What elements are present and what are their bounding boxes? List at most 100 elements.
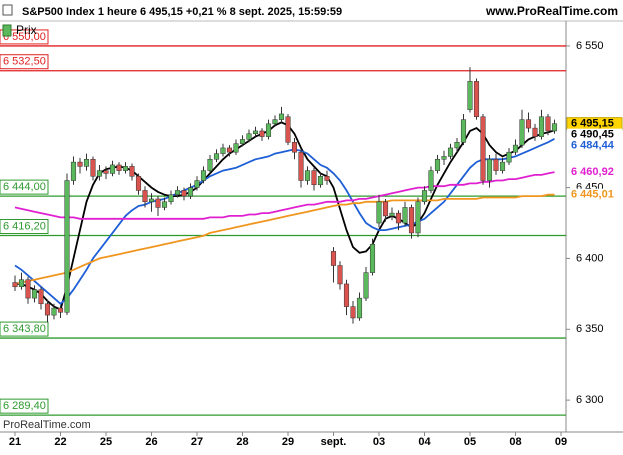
candle-body bbox=[506, 151, 512, 163]
moving-average bbox=[14, 193, 555, 285]
candle-body bbox=[317, 176, 324, 186]
candle-body bbox=[96, 170, 103, 177]
candle-body bbox=[51, 307, 57, 316]
x-tick-label: 22 bbox=[54, 436, 66, 448]
candle-body bbox=[246, 133, 252, 140]
price-badge bbox=[567, 166, 622, 179]
candle-body bbox=[187, 187, 194, 197]
candle-body bbox=[525, 119, 532, 129]
icon bbox=[2, 4, 13, 16]
moving-average bbox=[14, 171, 555, 220]
candle-body bbox=[161, 201, 168, 208]
price-badge-label: 6 490,45 bbox=[571, 129, 614, 141]
candle-body bbox=[356, 297, 363, 319]
candle-body bbox=[512, 144, 519, 153]
candle-body bbox=[532, 127, 538, 137]
candle-body bbox=[135, 176, 142, 191]
x-tick-label: 08 bbox=[509, 436, 521, 448]
candle-body bbox=[148, 198, 155, 203]
candle-body bbox=[311, 170, 317, 186]
candle-body bbox=[109, 164, 116, 174]
level-label: 6 532,50 bbox=[3, 56, 46, 68]
candle-body bbox=[200, 170, 207, 181]
candle-body bbox=[486, 159, 493, 181]
candle-body bbox=[142, 190, 148, 203]
candle-body bbox=[77, 161, 83, 167]
header-title: S&P500 Index 1 heure 6 495,15 +0,21 % 8 … bbox=[22, 6, 342, 18]
level-label: 6 444,00 bbox=[3, 181, 46, 193]
candle-body bbox=[220, 147, 226, 154]
x-tick-label: 26 bbox=[145, 436, 157, 448]
level-label-box bbox=[0, 398, 49, 414]
candle-body bbox=[324, 176, 330, 181]
candle-body bbox=[369, 244, 376, 273]
y-tick-label: 6 350 bbox=[576, 323, 604, 335]
candle-body bbox=[233, 143, 239, 153]
candle-body bbox=[31, 289, 38, 299]
candle-body bbox=[330, 251, 337, 266]
candle-body bbox=[18, 279, 25, 288]
candle-body bbox=[213, 153, 220, 160]
x-tick-label: 05 bbox=[464, 436, 476, 448]
x-tick-label: 04 bbox=[418, 436, 431, 448]
x-tick-label: sept. bbox=[321, 436, 347, 448]
candle-body bbox=[285, 116, 291, 143]
price-badge-label: 6 445,01 bbox=[571, 189, 614, 201]
candle-body bbox=[122, 166, 129, 171]
x-tick-label: 27 bbox=[191, 436, 203, 448]
candle-body bbox=[350, 306, 356, 319]
y-tick-label: 6 550 bbox=[576, 40, 604, 52]
candle-body bbox=[174, 190, 181, 195]
candle-body bbox=[551, 123, 558, 132]
price-badge bbox=[567, 128, 622, 141]
level-label-box bbox=[0, 321, 49, 337]
candle-body bbox=[480, 116, 486, 181]
candle-body bbox=[538, 116, 545, 137]
price-badge-label: 6 495,15 bbox=[571, 118, 614, 130]
candle-body bbox=[467, 81, 473, 110]
candle-body bbox=[434, 159, 441, 171]
x-tick-label: 03 bbox=[373, 436, 385, 448]
candle-body bbox=[473, 81, 480, 118]
candle-body bbox=[343, 283, 350, 307]
y-tick-label: 6 400 bbox=[576, 252, 604, 264]
candle-body bbox=[382, 201, 389, 217]
candle-body bbox=[291, 142, 298, 153]
candle-body bbox=[155, 198, 161, 208]
price-badge bbox=[567, 139, 622, 152]
level-label: 6 343,80 bbox=[3, 323, 46, 335]
level-label: 6 289,40 bbox=[3, 400, 46, 412]
candle-body bbox=[428, 170, 434, 191]
x-tick-label: 29 bbox=[282, 436, 294, 448]
candle-body bbox=[25, 279, 31, 299]
candle-body bbox=[207, 159, 213, 171]
candle-body bbox=[12, 282, 18, 288]
moving-average bbox=[14, 138, 555, 305]
level-label-box bbox=[0, 218, 49, 234]
candle-body bbox=[252, 130, 259, 135]
candle-body bbox=[90, 159, 96, 177]
candle-body bbox=[103, 170, 109, 174]
candle-body bbox=[376, 201, 382, 224]
level-label-box bbox=[0, 54, 49, 70]
price-badge-label: 6 484,44 bbox=[571, 140, 615, 152]
watermark: ProRealTime.com bbox=[3, 419, 91, 431]
level-label-box bbox=[0, 179, 49, 195]
candle-body bbox=[226, 147, 233, 153]
candle-body bbox=[447, 147, 454, 157]
candle-body bbox=[278, 113, 285, 120]
candle-body bbox=[259, 130, 265, 137]
candle-body bbox=[265, 123, 272, 137]
candle-body bbox=[421, 190, 428, 203]
candle-body bbox=[44, 303, 51, 316]
candle-body bbox=[38, 289, 44, 305]
candle-body bbox=[181, 190, 187, 197]
candle-body bbox=[545, 116, 551, 132]
level-label-box bbox=[0, 29, 49, 45]
x-tick-label: 25 bbox=[100, 436, 112, 448]
candle-body bbox=[129, 166, 135, 177]
candle-body bbox=[168, 194, 174, 203]
candle-body bbox=[64, 180, 70, 313]
